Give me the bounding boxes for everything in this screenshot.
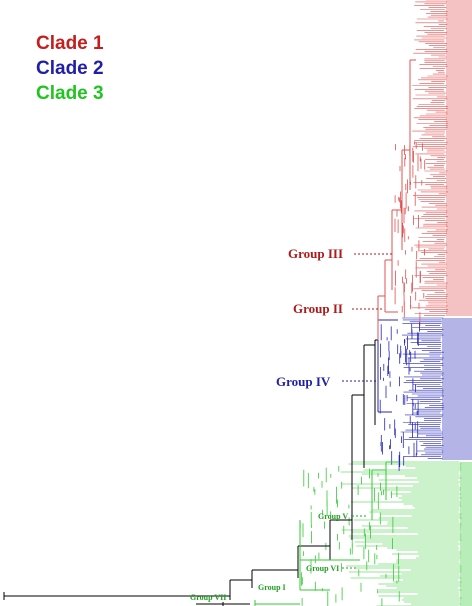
legend-clade-2: Clade 2 [36, 58, 104, 79]
clade-1-tips [412, 0, 472, 316]
group-ii-label: Group II [293, 301, 343, 316]
clade-2-tips [400, 317, 472, 460]
tree-backbone [3, 339, 378, 606]
root-branch [3, 592, 230, 600]
group-vii-label: Group VII [190, 593, 226, 602]
clade1-tips-label-column [446, 0, 472, 316]
group-v-label: Group V [318, 512, 348, 521]
clade1-tips-lines [412, 0, 448, 316]
backbone-node-4 [329, 519, 352, 560]
inner-branch-cluster [394, 141, 426, 326]
legend-clade-1: Clade 1 [36, 33, 104, 54]
backbone-node-3 [297, 545, 330, 578]
group-connectors [342, 253, 394, 569]
clade-3-trunk [254, 461, 398, 606]
group-i-label: Group I [258, 583, 286, 592]
group-vi-label: Group VI [306, 564, 339, 573]
backbone-node-1 [229, 579, 252, 600]
clade2-tips-lines [400, 317, 444, 459]
inner-branch-cluster [379, 322, 420, 471]
clade-1-trunk [377, 59, 416, 340]
group-iii-label: Group III [288, 246, 343, 261]
clade2-tips-label-column [442, 318, 472, 460]
group-iv-label: Group IV [276, 374, 331, 389]
scale-bar-icon [196, 602, 250, 606]
backbone-node-2 [251, 569, 298, 588]
clade3-tips-lines [340, 461, 462, 606]
backbone-node-6 [363, 344, 375, 468]
clade3-tips-label-column [460, 462, 472, 606]
legend-clade-3: Clade 3 [36, 83, 104, 104]
clade-3-tips [340, 461, 472, 606]
backbone-node-5 [351, 394, 364, 540]
